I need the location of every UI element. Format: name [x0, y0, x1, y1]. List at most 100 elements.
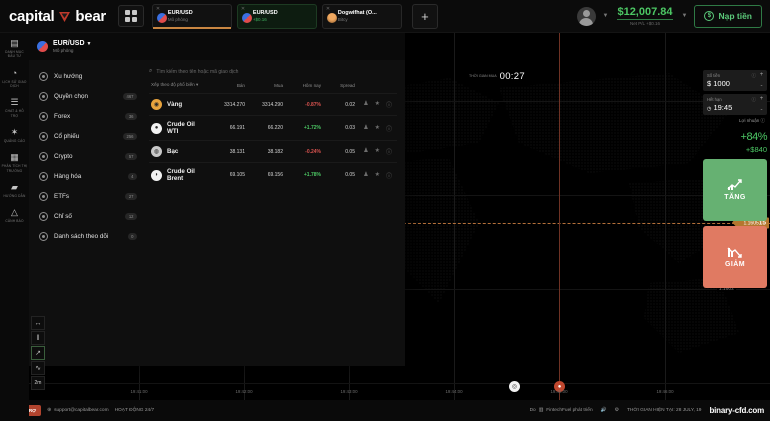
- open-position-marker-icon[interactable]: ◎: [509, 381, 520, 392]
- line-chart-icon[interactable]: ↗: [31, 346, 45, 360]
- current-price-decimals: 15: [758, 219, 766, 227]
- buy-down-button[interactable]: GIẢM: [703, 226, 767, 288]
- search-icon: ⌕: [149, 68, 153, 74]
- instrument-tab[interactable]: ✕ EUR/USD +$0.16: [236, 3, 317, 29]
- asset-spread: 0.05: [345, 172, 355, 178]
- decrease-expiry-button[interactable]: -: [760, 107, 763, 113]
- time-tick: 19:41:00: [130, 389, 148, 394]
- category-label: Danh sách theo dõi: [54, 232, 109, 240]
- add-tab-button[interactable]: +: [411, 3, 438, 29]
- indices-icon: [39, 211, 48, 221]
- increase-expiry-button[interactable]: +: [759, 96, 764, 102]
- promo-megaphone-icon: ✶: [10, 126, 19, 137]
- category-item-forex[interactable]: Forex 36: [29, 106, 145, 126]
- search-input[interactable]: Tìm kiếm theo tên hoặc mã giao dịch: [156, 68, 239, 75]
- support-email[interactable]: ⊕ support@capitalbear.com: [47, 408, 109, 413]
- candles-icon[interactable]: ‖: [31, 331, 45, 345]
- gear-icon[interactable]: ⚙: [614, 408, 619, 413]
- commodities-icon: [39, 171, 48, 181]
- category-item-stocks[interactable]: Cổ phiếu 256: [29, 126, 145, 146]
- search-bar[interactable]: ⌕ Tìm kiếm theo tên hoặc mã giao dịch: [149, 68, 397, 82]
- sidebar-item-chat[interactable]: ☰ CHAT & HỖ TRỢ: [0, 92, 29, 122]
- expiry-field[interactable]: Hết hạn ◷ 19:45 ⓘ + -: [703, 94, 767, 115]
- app-logo[interactable]: capital bear: [0, 8, 114, 25]
- chevron-down-icon[interactable]: ▼: [681, 13, 688, 19]
- star-icon[interactable]: ★: [374, 171, 380, 178]
- bell-icon[interactable]: ♟: [363, 124, 369, 131]
- table-row[interactable]: ◗ Crude Oil Brent 69.105 69.156 +1.78% 0…: [149, 162, 397, 187]
- net-pl-label: Net P/L +$0.16: [629, 21, 660, 27]
- info-icon[interactable]: ⓘ: [385, 103, 392, 109]
- info-icon[interactable]: ⓘ: [751, 97, 757, 102]
- table-row[interactable]: ◉ Vàng 3314.270 3314.290 -0.87% 0.02 ♟ ★…: [149, 93, 397, 115]
- buy-up-button[interactable]: TĂNG: [703, 159, 767, 221]
- current-time: THỜI GIAN HIỆN TẠI: 28 JULY, 19: [626, 408, 702, 413]
- market-analysis-icon: ▦: [10, 152, 19, 163]
- panel-header[interactable]: EUR/USD ▼ Mô phỏng: [29, 33, 405, 60]
- instrument-tab[interactable]: ✕ Dogwifhat (O... Bitcy: [321, 3, 402, 29]
- category-item-commodities[interactable]: Hàng hóa 4: [29, 166, 145, 186]
- bell-icon[interactable]: ♟: [363, 171, 369, 178]
- category-item-watchlist[interactable]: Danh sách theo dõi 0: [29, 226, 145, 246]
- timeframe-button[interactable]: 2m: [31, 376, 45, 390]
- eurusd-pair-icon: [156, 12, 167, 23]
- volume-icon[interactable]: 🔊: [600, 408, 607, 413]
- sidebar-item-label: HƯỚNG DẪN: [3, 193, 26, 198]
- info-icon[interactable]: ⓘ: [760, 118, 766, 123]
- decrease-amount-button[interactable]: -: [760, 83, 763, 89]
- sidebar-item-portfolio[interactable]: ▤ DANH MỤC ĐẦU TƯ: [0, 33, 29, 63]
- sidebar-item-education[interactable]: ▰ HƯỚNG DẪN: [0, 177, 29, 202]
- balance-block[interactable]: $12,007.84 Net P/L +$0.16: [615, 6, 674, 27]
- drawing-icon[interactable]: ∿: [31, 361, 45, 375]
- category-item-options[interactable]: Quyền chọn 467: [29, 86, 145, 106]
- avatar-icon[interactable]: [576, 6, 596, 26]
- expiry-line: [559, 33, 560, 400]
- bell-icon[interactable]: ♟: [363, 101, 369, 107]
- info-icon[interactable]: ⓘ: [385, 150, 392, 156]
- star-icon[interactable]: ★: [374, 101, 380, 107]
- clock-icon: ◷: [707, 106, 712, 112]
- sidebar-item-promo[interactable]: ✶ QUẢNG CÁO: [0, 122, 29, 147]
- chevron-down-icon[interactable]: ▼: [602, 13, 609, 19]
- sidebar-item-alerts[interactable]: △ CẢNH BÁO: [0, 202, 29, 227]
- table-row[interactable]: ◍ Bạc 38.131 38.182 -0.24% 0.05 ♟ ★ ⓘ: [149, 140, 397, 162]
- instrument-tab[interactable]: ✕ EUR/USD Mô phỏng: [151, 3, 232, 29]
- expiry-marker-icon[interactable]: ●: [554, 381, 565, 392]
- chevron-down-icon[interactable]: ▼: [86, 41, 92, 48]
- info-icon[interactable]: ⓘ: [385, 173, 392, 180]
- star-icon[interactable]: ★: [374, 148, 380, 154]
- time-tick: 19:42:00: [235, 389, 253, 394]
- bottom-bar: ✉ HỖ TRỢ ⊕ support@capitalbear.com HOẠT …: [0, 400, 770, 421]
- close-icon[interactable]: ✕: [155, 5, 161, 12]
- table-row[interactable]: ● Crude Oil WTI 66.191 66.220 +1.72% 0.0…: [149, 115, 397, 140]
- sort-dropdown[interactable]: Xếp theo độ phổ biến ▾: [151, 82, 203, 88]
- sidebar-item-label: DANH MỤC ĐẦU TƯ: [5, 50, 24, 59]
- expiry-stepper[interactable]: + -: [758, 96, 765, 113]
- info-icon[interactable]: ⓘ: [751, 73, 757, 78]
- amount-field[interactable]: Số tiền $ 1000 ⓘ + -: [703, 70, 767, 91]
- close-icon[interactable]: ✕: [325, 5, 331, 12]
- developer-label: FintechFuel phát triển: [546, 408, 593, 413]
- close-icon[interactable]: ✕: [240, 5, 246, 12]
- bell-icon[interactable]: ♟: [363, 148, 369, 154]
- sidebar-item-history[interactable]: ◔ LỊCH SỬ GIAO DỊCH: [0, 63, 29, 93]
- history-clock-icon: ◔: [11, 67, 18, 78]
- grid-apps-icon[interactable]: [117, 5, 144, 27]
- top-bar: capital bear ✕ EUR/USD Mô phỏng ✕ EUR/US…: [0, 0, 770, 33]
- current-price-tag: 1.1605 15: [732, 217, 769, 229]
- grid-cell: [124, 10, 130, 15]
- increase-amount-button[interactable]: +: [759, 72, 764, 78]
- category-item-etfs[interactable]: ETFs 27: [29, 186, 145, 206]
- deposit-button[interactable]: $ Nạp tiền: [694, 4, 762, 28]
- category-item-indices[interactable]: Chỉ số 12: [29, 206, 145, 226]
- category-item-trending[interactable]: Xu hướng: [29, 66, 145, 86]
- category-item-crypto[interactable]: Crypto 57: [29, 146, 145, 166]
- star-icon[interactable]: ★: [374, 124, 380, 131]
- asset-change: +1.78%: [303, 172, 321, 178]
- sidebar-item-analysis[interactable]: ▦ PHÂN TÍCH THỊ TRƯỜNG: [0, 147, 29, 177]
- amount-stepper[interactable]: + -: [758, 72, 765, 89]
- indicators-icon[interactable]: ↔: [31, 316, 45, 330]
- column-header-bid: Bán: [236, 82, 245, 88]
- info-icon[interactable]: ⓘ: [385, 126, 392, 133]
- panel-symbol-text: EUR/USD: [53, 40, 85, 48]
